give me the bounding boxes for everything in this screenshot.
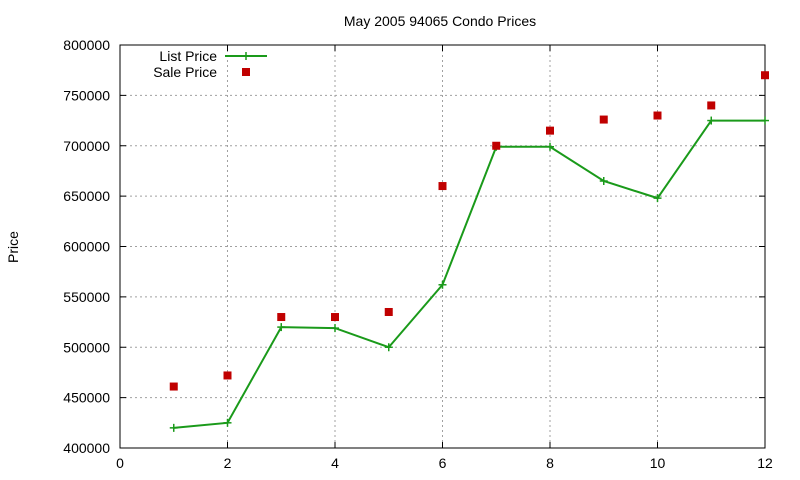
x-tick-label: 12 xyxy=(757,455,773,471)
list-price-point xyxy=(438,280,447,289)
y-axis-label: Price xyxy=(5,231,21,263)
y-tick-label: 650000 xyxy=(63,188,110,204)
x-tick-label: 0 xyxy=(116,455,124,471)
list-price-point xyxy=(653,194,662,203)
x-tick-label: 8 xyxy=(546,455,554,471)
list-price-point xyxy=(384,343,393,352)
legend-swatch-marker xyxy=(242,52,250,60)
x-tick-label: 10 xyxy=(650,455,666,471)
plot-frame xyxy=(119,44,766,449)
series-layer xyxy=(169,71,769,432)
axis-ticks: 0 2 4 6 8 10 12 400000 450000 500000 550000 600000 6… xyxy=(63,37,773,471)
list-price-point xyxy=(331,324,339,333)
sale-price-point xyxy=(599,115,608,124)
list-price-point xyxy=(599,177,608,186)
list-price-line xyxy=(173,119,765,429)
x-tick-label: 6 xyxy=(439,455,447,471)
legend-item-list-price: List Price xyxy=(159,48,267,64)
y-tick-label: 700000 xyxy=(63,138,110,154)
legend-label: Sale Price xyxy=(153,64,217,80)
y-tick-label: 600000 xyxy=(63,239,110,255)
y-tick-label: 450000 xyxy=(63,390,110,406)
legend-item-sale-price: Sale Price xyxy=(153,64,250,80)
sale-price-point xyxy=(169,382,178,391)
list-price-point xyxy=(223,418,232,427)
list-price-point xyxy=(169,423,178,432)
y-tick-label: 550000 xyxy=(63,289,110,305)
y-tick-label: 400000 xyxy=(63,440,110,456)
sale-price-point xyxy=(277,313,286,322)
legend-label: List Price xyxy=(159,48,217,64)
x-tick-label: 2 xyxy=(224,455,232,471)
legend-swatch xyxy=(242,68,250,76)
sale-price-series xyxy=(169,71,769,391)
chart-title: May 2005 94065 Condo Prices xyxy=(344,13,536,29)
x-tick-label: 4 xyxy=(331,455,339,471)
y-tick-label: 800000 xyxy=(63,37,110,53)
sale-price-point xyxy=(761,71,769,80)
sale-price-point xyxy=(707,101,716,110)
list-price-point xyxy=(761,116,769,125)
sale-price-point xyxy=(223,371,232,380)
sale-price-point xyxy=(546,126,554,135)
y-tick-label: 500000 xyxy=(63,339,110,355)
list-price-series xyxy=(169,116,769,432)
sale-price-point xyxy=(331,313,339,322)
sale-price-point xyxy=(438,182,447,191)
list-price-point xyxy=(277,323,286,332)
list-price-point xyxy=(707,116,716,125)
sale-price-point xyxy=(653,111,662,120)
grid-lines xyxy=(120,45,765,448)
y-tick-label: 750000 xyxy=(63,87,110,103)
list-price-point xyxy=(546,142,554,151)
sale-price-point xyxy=(492,141,501,150)
sale-price-point xyxy=(384,307,393,316)
